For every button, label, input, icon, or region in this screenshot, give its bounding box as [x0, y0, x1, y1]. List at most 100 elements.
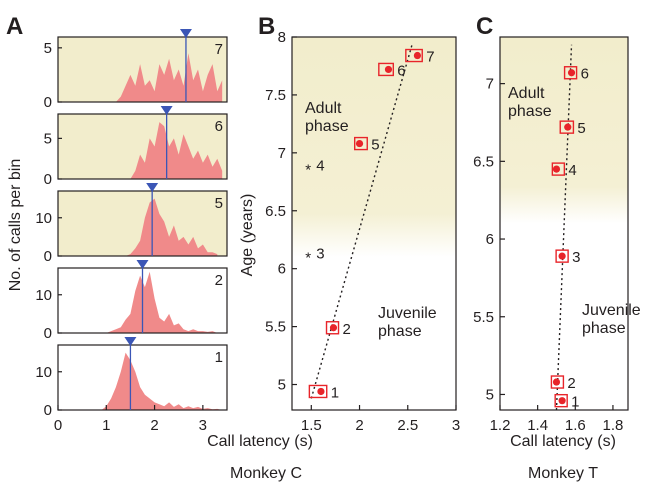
histogram-frame — [57, 36, 228, 103]
median-dot — [567, 69, 576, 77]
x-tick-label: 1 — [102, 417, 110, 434]
latency-range-box — [308, 384, 328, 399]
y-tick-label: 5 — [44, 40, 52, 57]
y-tick-label: 10 — [35, 210, 52, 227]
data-point-2: 2 — [325, 321, 351, 338]
median-dot — [552, 165, 561, 173]
trend-line — [555, 44, 573, 411]
y-tick-label: 7 — [278, 145, 286, 162]
latency-range-box — [554, 393, 568, 408]
latency-range-box — [550, 375, 565, 389]
data-point-1: 1 — [308, 384, 339, 401]
point-label: 5 — [371, 137, 379, 154]
x-tick-label: 1.6 — [565, 417, 586, 434]
histogram-frame — [57, 113, 228, 180]
y-tick-label: 0 — [44, 325, 52, 342]
point-label: 5 — [577, 120, 585, 137]
data-point-4: 4 — [551, 162, 577, 179]
adult-phase-label: Adult phase — [508, 85, 552, 120]
median-dot — [384, 65, 393, 74]
histogram-label: 1 — [215, 349, 223, 366]
point-label: 3 — [572, 249, 580, 266]
median-marker — [136, 260, 149, 269]
latency-range-box — [563, 66, 578, 80]
panel-c-scatter: 1.2 1.4 1.6 1.8 5 5.5 6 6.5 7 1 2 3 4 5 6 Adult phase Juv… — [473, 36, 641, 434]
latency-range-box — [555, 249, 569, 263]
median-dot — [329, 324, 338, 332]
median-marker — [124, 337, 137, 346]
histogram-6: 6 0 5 — [44, 106, 228, 188]
point-label: 1 — [331, 384, 339, 401]
x-tick-label: 1.2 — [490, 417, 511, 434]
histogram-frame — [57, 344, 228, 411]
median-dot — [558, 397, 566, 405]
panel-c-x-axis-label: Call latency (s) — [510, 433, 616, 450]
juvenile-phase-label: Juvenile phase — [378, 305, 437, 340]
panel-a-y-axis-label: No. of calls per bin — [7, 159, 24, 292]
latency-range-box — [378, 62, 394, 77]
y-tick-label: 0 — [44, 171, 52, 188]
data-point-7: 7 — [405, 48, 435, 66]
histogram-area — [130, 122, 223, 179]
median-dot — [552, 378, 561, 386]
histogram-label: 2 — [215, 272, 223, 289]
latency-range-box — [405, 48, 423, 63]
histogram-label: 5 — [215, 195, 223, 212]
histogram-label: 7 — [215, 41, 223, 58]
point-label: 2 — [343, 321, 351, 338]
y-tick-label: 0 — [44, 94, 52, 111]
latency-range-box — [551, 162, 566, 176]
x-tick-label: 3 — [199, 417, 207, 434]
histogram-area — [125, 198, 218, 256]
point-label: 4 — [568, 162, 576, 179]
panel-b-x-axis-label: Call latency (s) — [207, 433, 313, 450]
juvenile-phase-label: Juvenile phase — [582, 302, 641, 337]
median-marker — [146, 183, 159, 192]
asterisk-marker: * — [305, 161, 311, 178]
panel-b-y-axis-label: Age (years) — [239, 194, 256, 277]
y-tick-label: 7.5 — [265, 87, 286, 104]
y-tick-label: 6.5 — [265, 203, 286, 220]
data-point-3: 3 — [555, 249, 580, 266]
adult-region — [292, 37, 456, 258]
data-point-6: 6 — [378, 62, 406, 79]
point-label: 2 — [567, 375, 575, 392]
y-tick-label: 5.5 — [473, 309, 494, 326]
median-marker — [160, 106, 173, 115]
asterisk-marker: * — [305, 249, 311, 266]
x-tick-label: 3 — [452, 417, 460, 434]
y-tick-label: 6.5 — [473, 153, 494, 170]
data-point-1: 1 — [554, 393, 580, 411]
x-tick-label: 1.4 — [527, 417, 548, 434]
point-label: 1 — [571, 394, 579, 411]
point-label: 6 — [581, 66, 589, 83]
median-marker — [179, 29, 192, 38]
latency-range-box — [325, 321, 340, 335]
data-point-2: 2 — [550, 375, 576, 392]
latency-range-box — [354, 136, 368, 151]
data-point-5: 5 — [559, 120, 586, 137]
y-tick-label: 5.5 — [265, 319, 286, 336]
x-tick-label: 2 — [150, 417, 158, 434]
adult-phase-label: Adult phase — [305, 100, 349, 135]
x-tick-label: 1.5 — [301, 417, 322, 434]
excluded-point-4: * 4 — [305, 157, 324, 178]
trend-line — [310, 42, 414, 399]
y-tick-label: 10 — [35, 364, 52, 381]
latency-range-box — [559, 120, 575, 134]
panel-letter-b: B — [258, 13, 275, 40]
point-label: 3 — [316, 245, 324, 262]
plot-frame — [499, 36, 629, 411]
point-label: 6 — [397, 62, 405, 79]
x-tick-label: 0 — [54, 417, 62, 434]
median-dot — [558, 252, 566, 260]
histogram-area — [115, 53, 223, 102]
panel-c-subject-label: Monkey T — [528, 465, 598, 482]
panel-letter-c: C — [476, 13, 493, 40]
data-point-5: 5 — [354, 136, 380, 154]
y-tick-label: 5 — [278, 377, 286, 394]
